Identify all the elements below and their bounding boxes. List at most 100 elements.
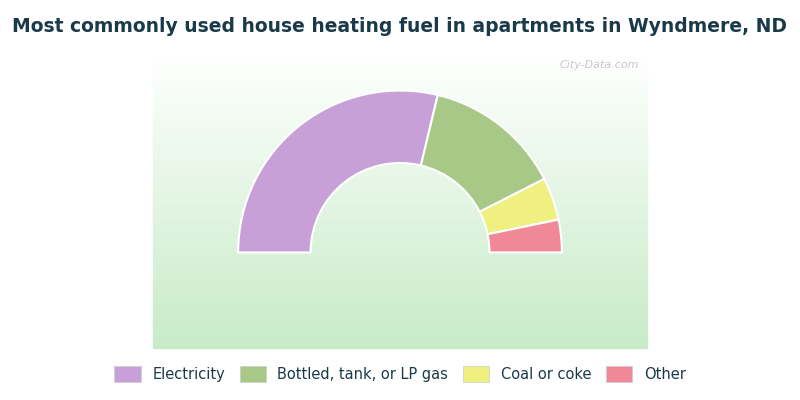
Bar bbox=[154, 220, 646, 222]
Bar bbox=[154, 200, 646, 202]
Bar bbox=[154, 174, 646, 176]
Bar bbox=[154, 129, 646, 131]
Bar bbox=[154, 304, 646, 306]
Bar bbox=[154, 314, 646, 316]
Bar bbox=[154, 109, 646, 111]
Bar bbox=[154, 119, 646, 121]
Bar bbox=[154, 275, 646, 277]
Bar bbox=[154, 346, 646, 348]
Bar bbox=[154, 192, 646, 194]
Wedge shape bbox=[480, 179, 558, 234]
Bar bbox=[154, 141, 646, 143]
Bar bbox=[154, 318, 646, 320]
Bar bbox=[154, 261, 646, 263]
Bar bbox=[154, 164, 646, 166]
Bar bbox=[154, 78, 646, 80]
Bar bbox=[154, 56, 646, 58]
Text: Most commonly used house heating fuel in apartments in Wyndmere, ND: Most commonly used house heating fuel in… bbox=[13, 16, 787, 36]
Bar bbox=[154, 158, 646, 160]
Bar bbox=[154, 196, 646, 198]
Bar bbox=[154, 68, 646, 70]
Bar bbox=[154, 72, 646, 74]
Bar bbox=[154, 238, 646, 240]
Bar bbox=[154, 342, 646, 344]
Bar bbox=[154, 66, 646, 68]
Bar bbox=[154, 340, 646, 342]
Bar bbox=[154, 166, 646, 168]
Bar bbox=[154, 297, 646, 299]
Bar bbox=[154, 107, 646, 109]
Bar bbox=[154, 253, 646, 255]
Bar bbox=[154, 58, 646, 60]
Bar bbox=[154, 149, 646, 151]
Bar bbox=[154, 224, 646, 226]
Bar bbox=[154, 273, 646, 275]
Bar bbox=[154, 60, 646, 62]
Bar bbox=[154, 295, 646, 297]
Bar bbox=[154, 236, 646, 238]
Bar bbox=[154, 289, 646, 291]
Bar bbox=[154, 184, 646, 186]
Bar bbox=[154, 310, 646, 312]
Bar bbox=[154, 123, 646, 125]
Bar bbox=[154, 170, 646, 172]
Bar bbox=[154, 226, 646, 228]
Bar bbox=[154, 96, 646, 97]
Bar bbox=[154, 320, 646, 322]
Bar bbox=[154, 125, 646, 127]
Bar bbox=[154, 263, 646, 265]
Bar bbox=[154, 131, 646, 133]
Bar bbox=[154, 160, 646, 162]
Wedge shape bbox=[421, 95, 544, 212]
Bar bbox=[154, 306, 646, 308]
Bar bbox=[154, 182, 646, 184]
Bar bbox=[154, 230, 646, 232]
Bar bbox=[154, 271, 646, 273]
Bar bbox=[154, 121, 646, 123]
Bar bbox=[154, 135, 646, 137]
Bar bbox=[154, 105, 646, 107]
Bar bbox=[154, 86, 646, 88]
Bar bbox=[154, 234, 646, 236]
Bar bbox=[154, 338, 646, 340]
Bar bbox=[154, 127, 646, 129]
Bar bbox=[154, 255, 646, 257]
Bar bbox=[154, 101, 646, 103]
Bar bbox=[154, 84, 646, 86]
Bar bbox=[154, 54, 646, 56]
Bar bbox=[154, 265, 646, 267]
Bar bbox=[154, 322, 646, 324]
Bar bbox=[154, 82, 646, 84]
Text: City-Data.com: City-Data.com bbox=[559, 60, 639, 70]
Wedge shape bbox=[487, 220, 562, 252]
Bar bbox=[154, 279, 646, 281]
Bar bbox=[154, 52, 646, 54]
Bar bbox=[154, 176, 646, 178]
Bar bbox=[154, 218, 646, 220]
Bar bbox=[154, 281, 646, 283]
Bar bbox=[154, 249, 646, 251]
Bar bbox=[154, 74, 646, 76]
Bar bbox=[154, 267, 646, 269]
Bar bbox=[154, 228, 646, 230]
Bar bbox=[154, 162, 646, 164]
Bar bbox=[154, 301, 646, 303]
Bar bbox=[154, 303, 646, 304]
Bar bbox=[154, 117, 646, 119]
Bar bbox=[154, 76, 646, 78]
Bar bbox=[154, 214, 646, 216]
Bar bbox=[154, 147, 646, 149]
Bar bbox=[154, 240, 646, 242]
Bar bbox=[154, 312, 646, 314]
Bar bbox=[154, 326, 646, 328]
Bar bbox=[154, 291, 646, 293]
Bar bbox=[154, 316, 646, 318]
Bar bbox=[154, 324, 646, 326]
Bar bbox=[154, 64, 646, 66]
Bar bbox=[154, 269, 646, 271]
Bar bbox=[154, 204, 646, 206]
Bar bbox=[154, 99, 646, 101]
Bar bbox=[154, 257, 646, 259]
Bar bbox=[154, 334, 646, 336]
Bar bbox=[154, 283, 646, 285]
